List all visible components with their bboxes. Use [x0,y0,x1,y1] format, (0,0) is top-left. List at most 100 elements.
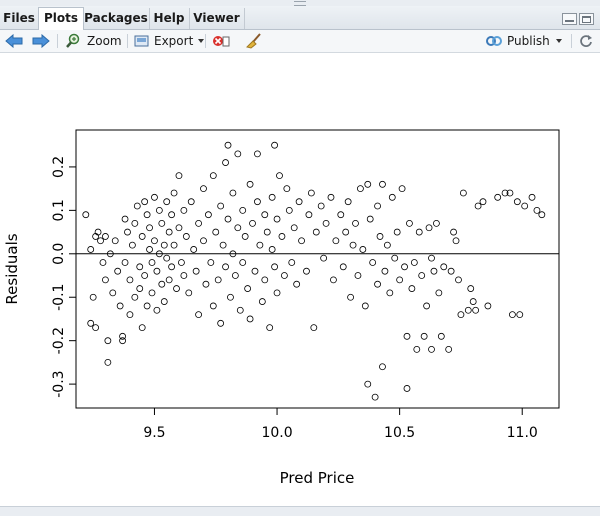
data-point [241,233,249,240]
data-point [433,219,440,227]
data-point [136,285,144,292]
data-point [403,332,411,340]
data-point [175,224,183,232]
data-point [339,263,347,271]
y-tick-label: -0.1 [51,284,67,311]
data-point [413,345,421,353]
back-button[interactable] [5,32,23,50]
data-point [244,285,252,292]
data-point [192,267,200,275]
residuals-plot: 9.5 10.0 10.5 11.0 -0.3 -0.2 -0.1 0.0 0.1 0.2 Pr… [0,53,600,506]
data-point [168,263,176,271]
data-point [484,302,492,310]
data-point [99,259,107,266]
data-point [347,293,354,301]
data-point [423,302,431,310]
data-point [298,237,305,245]
chevron-down-icon [198,39,205,43]
zoom-button[interactable]: Zoom [65,32,122,50]
data-point [464,306,472,314]
data-point [87,246,95,253]
data-point [538,211,546,219]
refresh-button[interactable] [578,32,594,50]
data-point [408,285,416,292]
data-point [352,219,359,227]
data-point [305,211,313,219]
export-menu-button[interactable]: Export [134,32,206,50]
data-point [190,246,198,253]
x-tick-label: 10.5 [384,425,415,441]
data-point [290,224,298,232]
data-point [102,233,109,240]
data-point [222,263,229,271]
minimize-pane-icon[interactable] [562,13,577,25]
pane-bottom-strip [0,506,600,516]
data-point [119,332,126,340]
data-point [337,211,345,219]
data-point [388,193,396,201]
plots-toolbar: Zoom Export Publish [0,30,600,53]
data-point [322,219,330,227]
data-point [209,302,217,310]
data-point [251,267,259,275]
data-point [379,363,386,371]
tab-help[interactable]: Help [149,8,190,29]
data-point [516,311,524,319]
data-point [195,311,202,319]
forward-button[interactable] [32,32,50,50]
data-point [398,185,406,193]
data-point [383,241,391,249]
publish-label: Publish [507,34,550,48]
plot-background [0,53,600,506]
tab-plots[interactable]: Plots [38,7,84,31]
data-point [425,224,433,232]
data-point [151,193,158,201]
data-point [437,332,445,340]
data-point [141,272,149,279]
data-point [261,276,269,284]
data-point [121,259,129,266]
y-tick-label: -0.3 [51,370,67,397]
data-point [285,206,293,214]
data-point [415,228,423,236]
data-point [217,202,225,210]
maximize-pane-icon[interactable] [579,13,594,25]
data-point [180,272,188,279]
data-point [528,193,536,201]
toolbar-separator [571,34,572,48]
tab-packages[interactable]: Packages [83,8,150,29]
data-point [82,211,90,219]
x-axis-label: Pred Price [280,469,355,487]
data-point [246,180,254,188]
data-point [165,276,173,284]
y-tick-label: -0.2 [51,327,67,354]
data-point [180,206,188,214]
data-point [455,276,462,284]
data-point [312,228,320,236]
remove-plot-button[interactable] [212,32,230,50]
data-point [168,211,176,219]
publish-button[interactable]: Publish [485,32,564,50]
data-point [254,198,261,206]
data-point [418,272,426,279]
data-point [293,280,301,288]
data-point [195,219,202,227]
data-point [258,298,266,305]
data-point [256,241,264,249]
tab-files[interactable]: Files [0,8,39,29]
x-tick-label: 11.0 [507,425,538,441]
pane-resize-grip-icon[interactable] [294,1,306,6]
data-point [178,259,185,266]
y-axis: -0.3 -0.2 -0.1 0.0 0.1 0.2 [51,156,77,398]
data-point [307,189,315,197]
data-point [371,393,379,401]
data-point [185,289,193,297]
data-point [138,233,146,240]
data-point [467,285,475,292]
data-point [381,267,389,275]
data-point [163,254,171,262]
toolbar-separator [205,34,206,48]
tab-viewer[interactable]: Viewer [189,8,245,29]
clear-plots-button[interactable] [245,32,263,50]
data-point [200,185,207,193]
